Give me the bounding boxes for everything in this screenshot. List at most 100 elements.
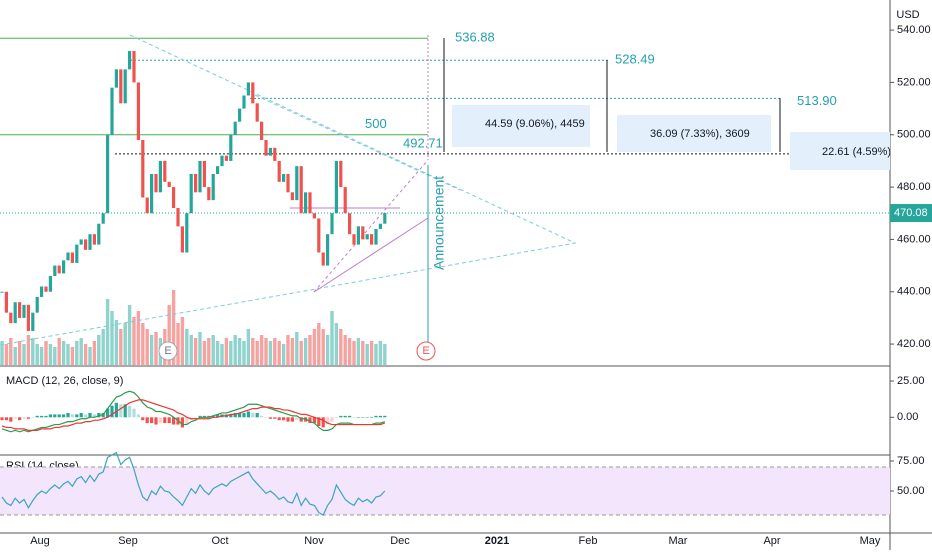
candle	[0, 291, 4, 293]
macd-line	[1, 390, 385, 433]
volume-bar	[339, 329, 343, 365]
measure-label: 22.61 (4.59%)	[822, 146, 891, 158]
candle	[334, 160, 338, 214]
candle	[141, 139, 145, 198]
macd-histogram	[167, 417, 171, 424]
macd-histogram	[343, 415, 347, 418]
x-tick-label: Dec	[390, 535, 410, 547]
volume-bar	[281, 344, 286, 365]
macd-histogram	[48, 414, 52, 418]
earnings-marker	[416, 341, 436, 361]
macd-histogram	[321, 417, 325, 428]
earnings-label: E	[164, 345, 171, 357]
rsi-line	[1, 451, 386, 516]
volume-bar	[92, 341, 97, 365]
macd-histogram	[273, 417, 277, 419]
candle	[35, 296, 39, 313]
candle	[251, 82, 255, 104]
macd-histogram	[238, 412, 242, 418]
candle	[365, 234, 369, 240]
volume-bar	[193, 338, 198, 365]
y-tick-label: 520.00	[897, 76, 931, 88]
volume-bar	[365, 344, 369, 365]
y-tick-label: 500.00	[897, 129, 931, 141]
candle	[326, 234, 330, 266]
candle	[286, 173, 290, 193]
macd-histogram	[282, 417, 286, 421]
volume-bar	[211, 335, 215, 365]
macd-histogram	[180, 417, 184, 428]
volume-bar	[268, 341, 273, 365]
candle	[163, 160, 167, 182]
candle	[198, 160, 202, 193]
macd-histogram	[40, 415, 44, 418]
x-tick-label: Apr	[763, 535, 780, 547]
volume-bar	[39, 347, 44, 365]
candle	[53, 265, 57, 277]
candle	[176, 208, 180, 227]
macd-histogram	[114, 402, 118, 418]
macd-histogram	[352, 417, 356, 418]
level-label: 492.71	[403, 135, 443, 150]
candle	[48, 276, 52, 292]
macd-histogram	[194, 417, 198, 419]
candle	[31, 312, 35, 331]
candle	[136, 82, 140, 140]
volume-bar	[13, 347, 17, 365]
candle	[304, 192, 308, 214]
macd-histogram	[260, 415, 264, 418]
volume-bar	[75, 341, 79, 365]
volume-bar	[330, 311, 334, 365]
macd-histogram	[18, 417, 22, 421]
macd-histogram	[378, 415, 382, 418]
x-tick-label: Feb	[579, 535, 598, 547]
volume-bar	[88, 347, 92, 365]
volume-bar	[83, 344, 88, 365]
candle	[339, 160, 343, 188]
last-price-tag	[890, 204, 932, 223]
volume-bar	[53, 347, 57, 365]
macd-histogram	[299, 417, 303, 422]
measure-arrows	[443, 38, 781, 152]
macd-histogram	[62, 414, 66, 418]
volume-bar	[224, 338, 229, 365]
volume-bar	[101, 329, 105, 365]
volume-bar	[242, 341, 246, 365]
volume-bar	[312, 329, 317, 365]
candle	[150, 173, 154, 214]
candle	[242, 95, 246, 109]
level-label: 528.49	[615, 52, 655, 67]
candle	[57, 265, 61, 274]
macd-histogram	[317, 417, 321, 426]
macd-histogram	[268, 417, 272, 419]
macd-histogram	[246, 411, 250, 418]
volume-bar	[255, 341, 259, 365]
x-tick-label: Nov	[304, 535, 324, 547]
volume-bar	[202, 341, 207, 365]
volume-bar	[171, 290, 176, 365]
volume-bar	[17, 341, 22, 365]
x-tick-label: Sep	[118, 535, 138, 547]
candle	[356, 226, 360, 245]
candle	[277, 160, 281, 182]
macd-histogram	[277, 417, 281, 421]
earnings-label: E	[422, 345, 429, 357]
volume-bar	[4, 344, 9, 365]
volume-bar	[277, 341, 281, 365]
macd-histogram	[13, 417, 17, 419]
measure-box	[452, 105, 590, 147]
macd-histogram	[75, 414, 79, 418]
macd-histogram	[84, 414, 88, 418]
volume-bar	[215, 341, 220, 365]
candle	[44, 286, 48, 292]
volume-bar	[325, 335, 330, 365]
candle	[79, 239, 83, 245]
volume-bar	[334, 323, 339, 365]
candle	[22, 304, 26, 318]
candle	[110, 87, 114, 135]
macd-histogram	[255, 412, 259, 418]
macd-histogram	[242, 412, 246, 418]
volume-bar	[246, 329, 251, 365]
macd-histogram	[374, 415, 378, 418]
macd-histogram	[136, 414, 140, 418]
